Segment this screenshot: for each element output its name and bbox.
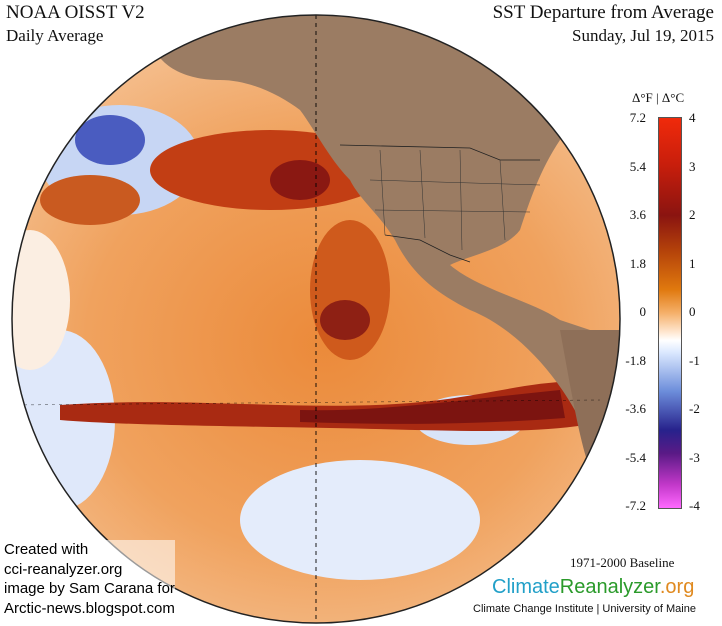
tick-celsius: -4 [689,498,700,513]
credit-line-1: Created with [4,541,89,558]
colorbar [658,117,682,509]
title-main: SST Departure from Average [492,2,714,23]
tick-fahrenheit: 5.4 [629,158,646,174]
brand-part-2: Reanalyzer [559,576,660,598]
tick-fahrenheit: 3.6 [629,207,646,222]
tick-celsius: 3 [689,158,696,174]
tick-fahrenheit: -5.4 [625,449,646,465]
brand-part-1: Climate [492,576,560,598]
cool-patch-south [240,460,480,580]
tick-celsius: -2 [689,401,700,416]
tick-fahrenheit: -1.8 [625,352,646,368]
tick-celsius: -3 [689,449,700,465]
tick-celsius: 0 [689,304,696,319]
us-mexico-border [384,234,471,263]
warm-core-npac [270,160,330,200]
tick-celsius: 1 [689,255,696,271]
tick-fahrenheit: 1.8 [629,255,646,271]
tick-celsius: 2 [689,207,696,222]
state-lines [369,149,541,251]
title-date: Sunday, Jul 19, 2015 [572,26,714,45]
brand-part-3: .org [659,576,695,598]
colorbar-units: Δ°F | Δ°C [632,90,685,105]
warm-blob-west [40,175,140,225]
tick-fahrenheit: -7.2 [625,498,646,513]
tick-celsius: 4 [689,110,696,125]
brand-subtitle: Climate Change Institute | University of… [473,603,696,615]
equator-line [12,399,601,406]
equatorial-warm-core [300,390,565,424]
land-asia [12,20,110,110]
credit-line-3: image by Sam Carana for [4,580,175,597]
credit-line-2: cci-reanalyzer.org [4,560,123,578]
brand-logo: ClimateReanalyzer.org [492,576,694,599]
tick-fahrenheit: -3.6 [625,401,646,416]
globe-outline [11,14,621,624]
warm-core-mid [320,300,370,340]
title-product: NOAA OISST V2 [6,2,145,23]
land-north-america [150,15,620,440]
us-canada-border [339,144,540,161]
credit-line-4: Arctic-news.blogspot.com [4,599,175,617]
tick-fahrenheit: 7.2 [629,110,646,125]
credit-block: Created with cci-reanalyzer.org image by… [4,540,175,618]
tick-celsius: -1 [689,352,700,368]
cold-patch-nw [75,115,145,165]
title-period: Daily Average [6,26,104,45]
tick-fahrenheit: 0 [639,304,647,319]
baseline-label: 1971-2000 Baseline [570,555,675,570]
white-patch-w [12,230,70,370]
